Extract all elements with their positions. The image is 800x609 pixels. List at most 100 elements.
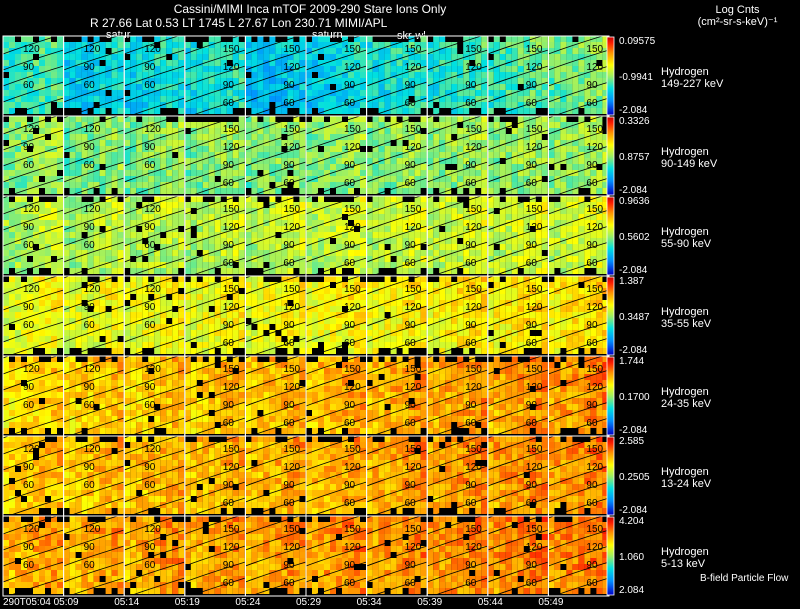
heatmap-cell bbox=[21, 78, 27, 84]
heatmap-cell bbox=[75, 72, 82, 78]
heatmap-cell bbox=[257, 336, 264, 342]
heatmap-cell bbox=[475, 164, 482, 170]
heatmap-cell bbox=[566, 78, 573, 84]
heatmap-cell bbox=[306, 202, 312, 208]
heatmap-cell bbox=[196, 288, 203, 294]
heatmap-cell bbox=[99, 288, 106, 294]
heatmap-cell bbox=[263, 306, 270, 312]
heatmap-cell bbox=[39, 226, 45, 232]
heatmap-cell bbox=[560, 122, 567, 128]
heatmap-cell bbox=[306, 128, 312, 134]
heatmap-cell bbox=[348, 202, 354, 208]
heatmap-cell bbox=[469, 300, 476, 306]
heatmap-cell bbox=[69, 102, 76, 108]
heatmap-cell bbox=[493, 294, 500, 300]
heatmap-cell bbox=[445, 196, 452, 202]
heatmap-cell bbox=[578, 36, 585, 42]
heatmap-cell bbox=[469, 78, 476, 84]
heatmap-cell bbox=[214, 324, 221, 330]
heatmap-cell bbox=[33, 42, 39, 48]
heatmap-cell bbox=[245, 134, 252, 140]
heatmap-cell bbox=[93, 318, 100, 324]
heatmap-cell bbox=[45, 398, 51, 404]
heatmap-cell bbox=[21, 368, 27, 374]
heatmap-cell bbox=[232, 268, 239, 274]
heatmap-cell bbox=[33, 140, 39, 146]
heatmap-cell bbox=[87, 84, 94, 90]
heatmap-cell bbox=[142, 158, 149, 164]
heatmap-cell bbox=[214, 300, 221, 306]
heatmap-cell bbox=[318, 196, 324, 202]
heatmap-cell bbox=[51, 404, 57, 410]
heatmap-cell bbox=[396, 282, 403, 288]
heatmap-cell bbox=[99, 268, 106, 274]
heatmap-cell bbox=[232, 300, 239, 306]
heatmap-cell bbox=[178, 330, 185, 336]
heatmap-cell bbox=[220, 300, 227, 306]
heatmap-cell bbox=[342, 96, 348, 102]
heatmap-cell bbox=[348, 96, 354, 102]
heatmap-cell bbox=[15, 262, 21, 268]
heatmap-cell bbox=[172, 72, 179, 78]
heatmap-cell bbox=[160, 188, 167, 194]
heatmap-cell bbox=[148, 72, 155, 78]
heatmap-cell bbox=[245, 128, 252, 134]
heatmap-cell bbox=[9, 146, 15, 152]
heatmap-cell bbox=[566, 146, 573, 152]
heatmap-cell bbox=[408, 232, 415, 238]
heatmap-cell bbox=[57, 342, 63, 348]
heatmap-cell bbox=[499, 312, 506, 318]
heatmap-cell bbox=[463, 60, 470, 66]
heatmap-cell bbox=[354, 60, 360, 66]
heatmap-cell bbox=[348, 232, 354, 238]
heatmap-cell bbox=[281, 312, 288, 318]
heatmap-cell bbox=[15, 188, 21, 194]
heatmap-cell bbox=[208, 36, 215, 42]
heatmap-cell bbox=[505, 256, 512, 262]
heatmap-cell bbox=[99, 90, 106, 96]
heatmap-cell bbox=[196, 182, 203, 188]
heatmap-cell bbox=[348, 54, 354, 60]
heatmap-cell bbox=[130, 116, 137, 122]
heatmap-cell bbox=[27, 294, 33, 300]
heatmap-cell bbox=[499, 348, 506, 354]
heatmap-cell bbox=[136, 84, 143, 90]
heatmap-cell bbox=[287, 312, 294, 318]
heatmap-cell bbox=[39, 336, 45, 342]
heatmap-cell bbox=[214, 60, 221, 66]
heatmap-cell bbox=[15, 146, 21, 152]
heatmap-cell bbox=[360, 42, 366, 48]
heatmap-cell bbox=[257, 36, 264, 42]
heatmap-cell bbox=[378, 336, 385, 342]
heatmap-cell bbox=[463, 164, 470, 170]
heatmap-cell bbox=[408, 158, 415, 164]
heatmap-cell bbox=[523, 188, 530, 194]
heatmap-cell bbox=[560, 294, 567, 300]
heatmap-cell bbox=[330, 232, 336, 238]
heatmap-cell bbox=[402, 268, 409, 274]
heatmap-cell bbox=[93, 164, 100, 170]
heatmap-cell bbox=[21, 122, 27, 128]
heatmap-cell bbox=[3, 84, 9, 90]
heatmap-cell bbox=[481, 202, 488, 208]
heatmap-cell bbox=[336, 244, 342, 250]
heatmap-cell bbox=[396, 42, 403, 48]
heatmap-cell bbox=[69, 300, 76, 306]
heatmap-cell bbox=[360, 312, 366, 318]
heatmap-cell bbox=[281, 122, 288, 128]
heatmap-cell bbox=[481, 78, 488, 84]
heatmap-cell bbox=[324, 182, 330, 188]
heatmap-cell bbox=[360, 158, 366, 164]
heatmap-cell bbox=[160, 312, 167, 318]
heatmap-cell bbox=[69, 262, 76, 268]
heatmap-cell bbox=[190, 196, 197, 202]
heatmap-cell bbox=[330, 214, 336, 220]
heatmap-cell bbox=[69, 182, 76, 188]
heatmap-cell bbox=[541, 164, 548, 170]
heatmap-cell bbox=[554, 102, 561, 108]
heatmap-cell bbox=[548, 152, 555, 158]
heatmap-cell bbox=[45, 188, 51, 194]
heatmap-cell bbox=[439, 288, 446, 294]
heatmap-cell bbox=[172, 196, 179, 202]
heatmap-cell bbox=[439, 250, 446, 256]
